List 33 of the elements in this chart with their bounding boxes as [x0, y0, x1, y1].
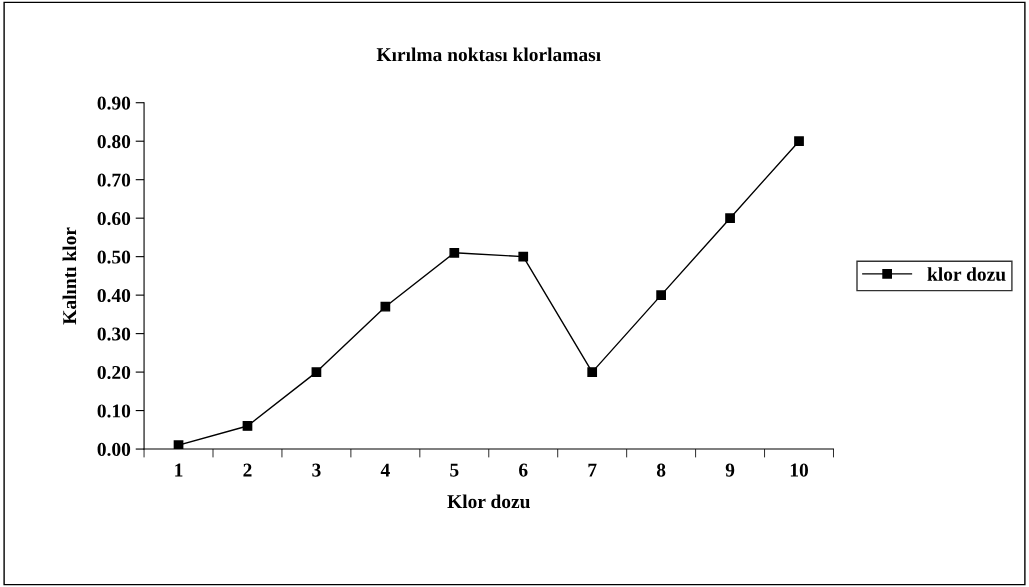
- x-tick-label: 5: [450, 463, 459, 477]
- legend-label: klor dozu: [927, 267, 1006, 281]
- y-tick-label: 0.60: [97, 211, 131, 226]
- point: [380, 301, 391, 312]
- x-axis-title: Klor dozu: [447, 494, 530, 509]
- y-tick-label: 0.30: [97, 327, 131, 341]
- point: [656, 290, 666, 300]
- point: [518, 251, 529, 262]
- x-tick-label: 8: [656, 463, 666, 477]
- x-tick-label: 10: [790, 463, 808, 477]
- y-tick-label: 0.40: [97, 288, 131, 303]
- y-tick-label: 0.90: [97, 96, 131, 110]
- x-tick-label: 1: [175, 463, 183, 477]
- x-tick-label: 4: [380, 463, 390, 477]
- point: [449, 247, 460, 258]
- point: [794, 136, 804, 147]
- y-tick-label: 0.80: [97, 135, 131, 149]
- x-tick-label: 9: [725, 463, 735, 477]
- x-tick-label: 3: [312, 463, 321, 477]
- x-tick-label: 2: [243, 463, 252, 477]
- point: [311, 367, 322, 377]
- point: [242, 421, 253, 431]
- point: [587, 367, 598, 377]
- x-tick-label: 7: [588, 463, 597, 477]
- y-tick-label: 0.50: [97, 250, 131, 264]
- chart-title: Kırılma noktası klorlaması: [376, 47, 601, 62]
- point: [725, 213, 735, 224]
- x-tick-label: 6: [519, 463, 528, 477]
- y-tick-label: 0.00: [97, 442, 131, 457]
- y-tick-label: 0.70: [97, 173, 131, 187]
- y-tick-label: 0.10: [97, 404, 131, 418]
- y-axis-title: Kalıntı klor: [62, 227, 77, 325]
- y-tick-label: 0.20: [97, 365, 131, 380]
